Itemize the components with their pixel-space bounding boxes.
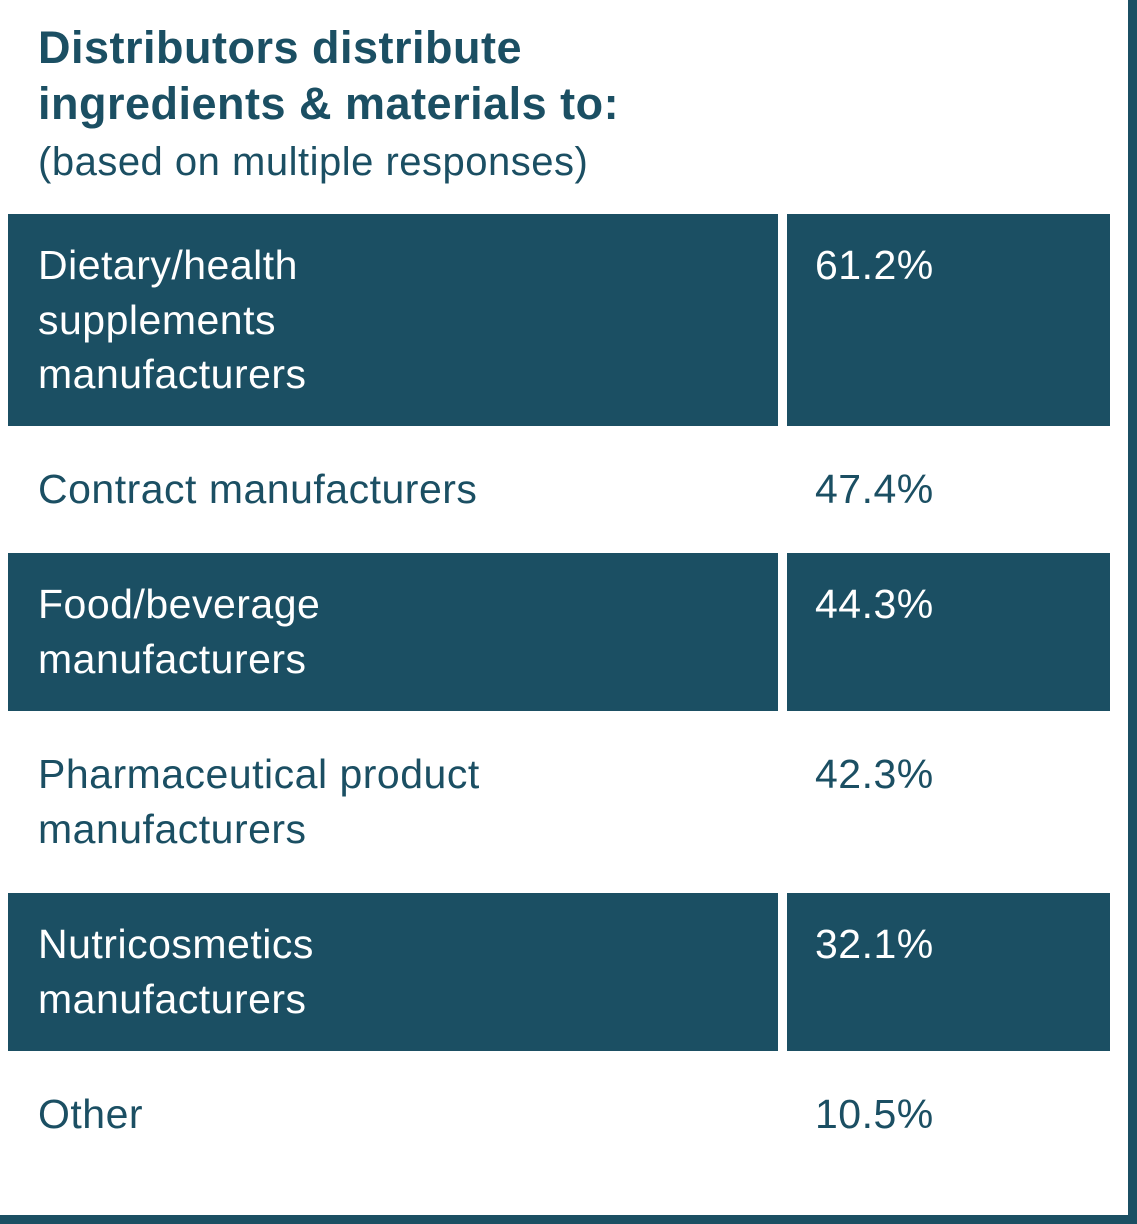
row-value: 32.1% xyxy=(787,893,1110,1051)
row-label: Other xyxy=(38,1090,144,1137)
row-value: 10.5% xyxy=(815,1090,934,1137)
chart-header: Distributors distribute ingredients & ma… xyxy=(8,20,1110,188)
row-value: 47.4% xyxy=(815,466,934,513)
table-row: Other 10.5% xyxy=(8,1075,1110,1154)
row-label: Dietary/health supplements manufacturers xyxy=(8,213,778,427)
table-row: Contract manufacturers 47.4% xyxy=(8,450,1110,529)
row-label: Pharmaceutical product manufacturers xyxy=(38,751,480,853)
chart-subtitle: (based on multiple responses) xyxy=(38,139,589,184)
table-row: Pharmaceutical product manufacturers 42.… xyxy=(8,735,1110,869)
row-label: Nutricosmetics manufacturers xyxy=(8,893,778,1051)
table-row: Nutricosmetics manufacturers 32.1% xyxy=(8,893,1110,1051)
content-area: Distributors distribute ingredients & ma… xyxy=(8,20,1110,1154)
row-label: Contract manufacturers xyxy=(38,466,478,513)
row-label: Food/beverage manufacturers xyxy=(8,553,778,712)
row-value: 61.2% xyxy=(787,213,1110,427)
row-value: 42.3% xyxy=(815,751,934,798)
row-value: 44.3% xyxy=(787,553,1110,712)
table-row: Food/beverage manufacturers 44.3% xyxy=(8,553,1110,712)
chart-title: Distributors distribute ingredients & ma… xyxy=(38,22,620,129)
table-row: Dietary/health supplements manufacturers… xyxy=(8,213,1110,427)
data-table: Dietary/health supplements manufacturers… xyxy=(8,213,1110,1154)
